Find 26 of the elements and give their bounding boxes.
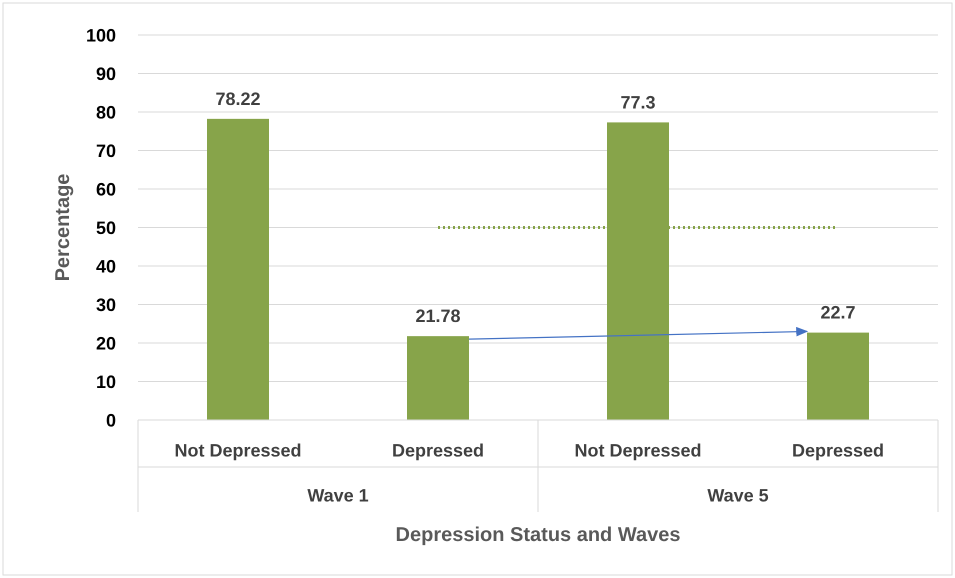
bar xyxy=(207,118,269,420)
y-tick-label: 90 xyxy=(96,64,116,84)
y-tick-label: 20 xyxy=(96,333,116,354)
bar xyxy=(407,336,469,420)
y-tick-label: 70 xyxy=(96,140,116,161)
y-tick-label: 10 xyxy=(96,372,116,392)
y-tick-label: 50 xyxy=(96,218,116,238)
data-label: 21.78 xyxy=(415,306,461,326)
x-axis-title: Depression Status and Waves xyxy=(396,524,680,546)
text: Wave 5 xyxy=(707,485,769,506)
bar xyxy=(807,332,869,420)
x-tick-label: Depressed xyxy=(792,440,884,460)
y-tick-label: 60 xyxy=(96,179,116,200)
data-label: 22.7 xyxy=(820,302,856,323)
x-tick-label: Not Depressed xyxy=(174,440,302,460)
data-label: 78.22 xyxy=(215,88,261,109)
y-tick-label: 40 xyxy=(96,256,116,276)
y-tick-label: 80 xyxy=(96,102,116,122)
data-label: 77.3 xyxy=(620,92,656,112)
y-tick-label: 30 xyxy=(96,294,116,315)
text: Wave 1 xyxy=(307,485,369,506)
y-tick-label: 0 xyxy=(106,410,116,430)
x-tick-label: Depressed xyxy=(392,440,484,460)
y-tick-label: 100 xyxy=(86,25,116,46)
x-tick-label: Not Depressed xyxy=(574,440,702,460)
y-axis-title: Percentage xyxy=(52,174,74,282)
